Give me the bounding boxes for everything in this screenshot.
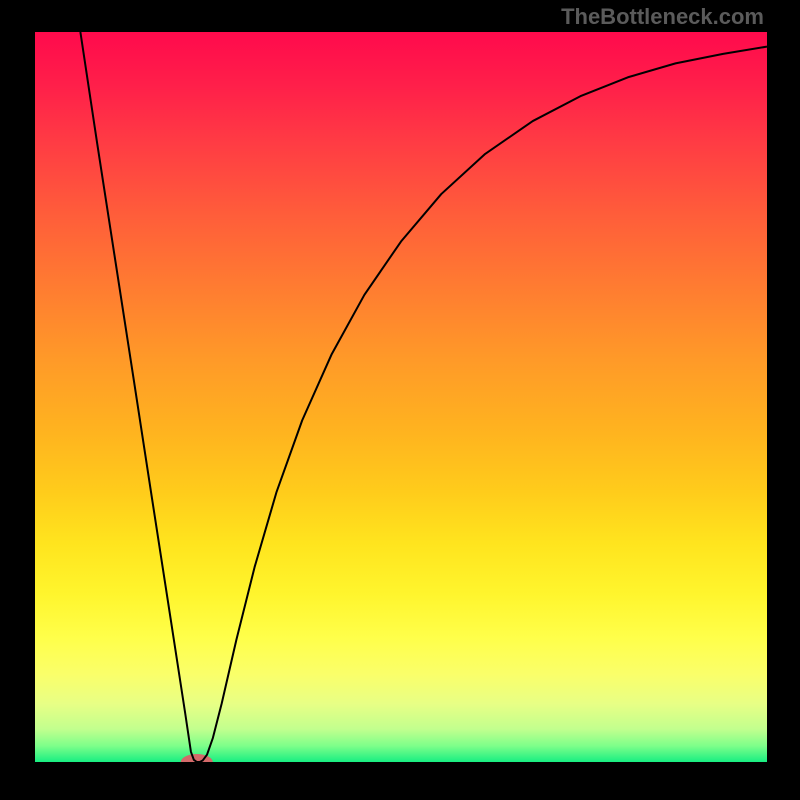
plot-area: [35, 32, 767, 762]
bottleneck-curve: [80, 32, 767, 762]
watermark-text: TheBottleneck.com: [561, 4, 764, 30]
curve-overlay: [35, 32, 767, 762]
chart-root: TheBottleneck.com: [0, 0, 800, 800]
